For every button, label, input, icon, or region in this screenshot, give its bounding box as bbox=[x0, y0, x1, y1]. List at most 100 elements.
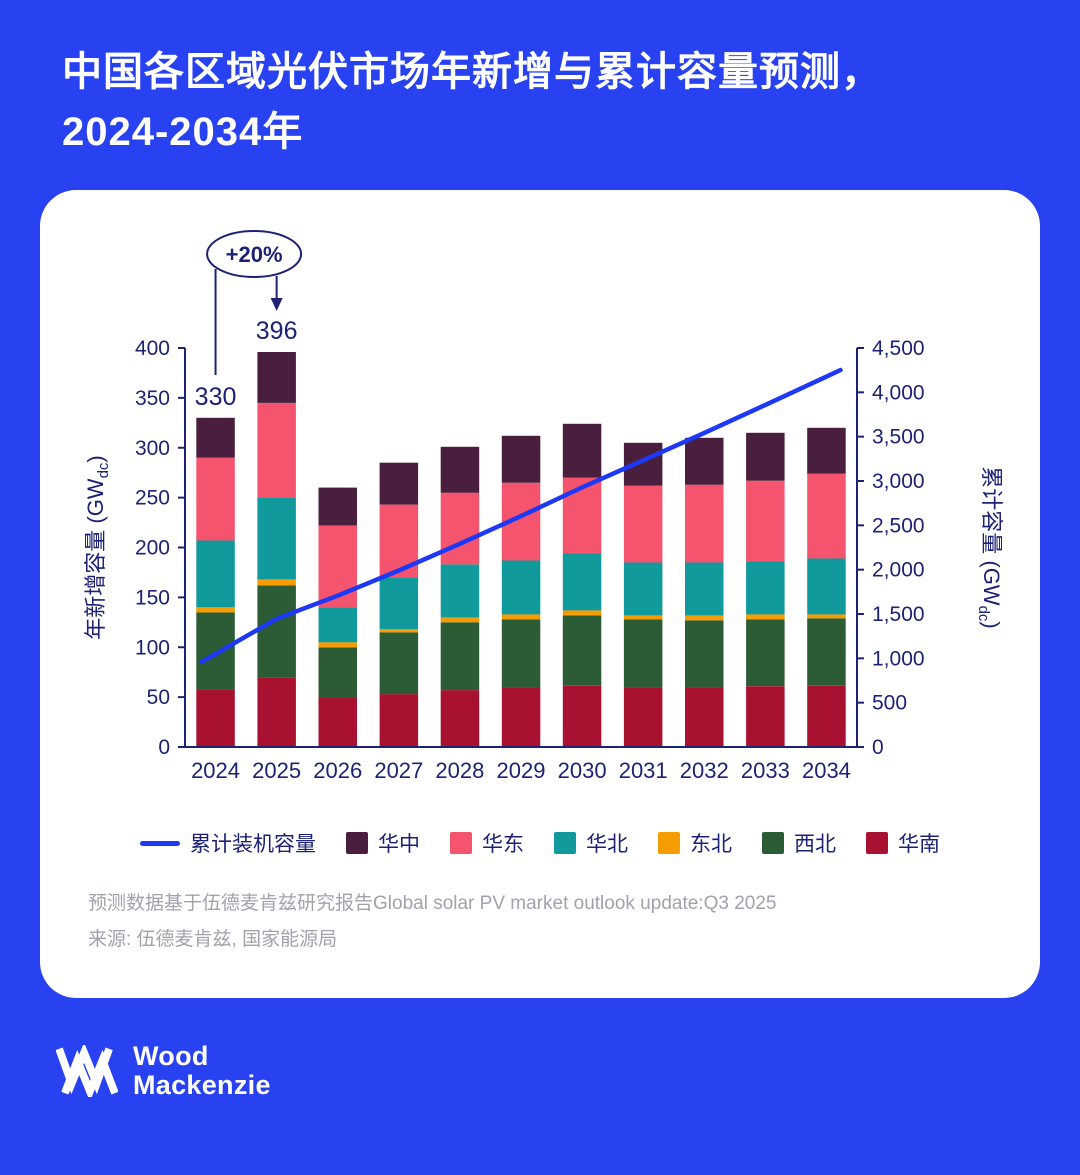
bar-segment bbox=[440, 690, 480, 747]
bar-segment bbox=[807, 614, 846, 619]
legend-item-cumulative: 累计装机容量 bbox=[140, 828, 316, 858]
bar-segment bbox=[196, 689, 235, 747]
x-tick-label: 2034 bbox=[802, 758, 851, 783]
bar-segment bbox=[685, 687, 724, 747]
bar-segment bbox=[562, 610, 602, 616]
x-tick-label: 2030 bbox=[558, 758, 607, 783]
x-tick-label: 2026 bbox=[313, 758, 362, 783]
left-tick-label: 350 bbox=[135, 387, 170, 410]
bar-segment bbox=[807, 473, 846, 559]
right-tick-label: 4,500 bbox=[872, 337, 925, 360]
bar-segment bbox=[746, 480, 785, 562]
bar-segment bbox=[623, 485, 663, 563]
chart-area: 0 50 100 150 200 250 300 350 400 0 500 1,000 1,500 2,… bbox=[40, 190, 1040, 828]
bar-segment bbox=[562, 553, 602, 611]
right-axis-title: 累计容量 (GWdc) bbox=[975, 466, 1004, 629]
legend-label-cumulative: 累计装机容量 bbox=[190, 833, 316, 856]
bar-total-label: 396 bbox=[256, 317, 298, 345]
bar-segment bbox=[501, 614, 541, 620]
bar-segment bbox=[257, 677, 296, 747]
bar-segment bbox=[562, 615, 602, 686]
bar-segment bbox=[562, 685, 602, 747]
bar-segment bbox=[746, 432, 785, 481]
bar-segment bbox=[807, 618, 846, 686]
bar-segment bbox=[807, 558, 846, 615]
bar-segment bbox=[623, 562, 663, 616]
bar-segment bbox=[196, 540, 235, 608]
left-tick-label: 0 bbox=[158, 736, 170, 759]
footnote-source: 来源: 伍德麦肯兹, 国家能源局 bbox=[88, 929, 338, 951]
legend-swatch-dongbei bbox=[658, 832, 680, 854]
legend-item-huadong: 华东 bbox=[450, 828, 524, 858]
left-tick-label: 50 bbox=[147, 686, 170, 709]
bar-segment bbox=[379, 462, 419, 505]
legend-label-huazhong: 华中 bbox=[378, 833, 420, 856]
bar-segment bbox=[379, 694, 419, 747]
legend-label-dongbei: 东北 bbox=[690, 833, 732, 856]
bar-segment bbox=[685, 562, 724, 616]
bar-segment bbox=[440, 446, 480, 493]
left-tick-label: 300 bbox=[135, 437, 170, 460]
chart-legend: 累计装机容量 华中 华东 华北 东北 西北 bbox=[40, 828, 1040, 858]
x-tick-label: 2025 bbox=[252, 758, 301, 783]
x-tick-label: 2032 bbox=[680, 758, 729, 783]
left-tick-label: 100 bbox=[135, 636, 170, 659]
bar-segment bbox=[196, 607, 235, 613]
legend-item-huabei: 华北 bbox=[554, 828, 628, 858]
bar-segment bbox=[501, 560, 541, 615]
legend-item-dongbei: 东北 bbox=[658, 828, 732, 858]
bar-segment bbox=[807, 685, 846, 747]
legend-item-huazhong: 华中 bbox=[346, 828, 420, 858]
bar-segment bbox=[501, 687, 541, 747]
right-tick-label: 4,000 bbox=[872, 381, 925, 404]
left-tick-label: 200 bbox=[135, 537, 170, 560]
bar-segment bbox=[379, 632, 419, 695]
pv-forecast-chart: 0 50 100 150 200 250 300 350 400 0 500 1,000 1,500 2,… bbox=[83, 230, 1004, 783]
right-tick-label: 3,500 bbox=[872, 426, 925, 449]
bar-segment bbox=[746, 614, 785, 620]
legend-swatch-huabei bbox=[554, 832, 576, 854]
left-tick-label: 400 bbox=[135, 337, 170, 360]
x-tick-label: 2024 bbox=[191, 758, 240, 783]
right-tick-label: 500 bbox=[872, 692, 907, 715]
x-tick-label: 2029 bbox=[497, 758, 546, 783]
x-tick-label: 2033 bbox=[741, 758, 790, 783]
legend-line-swatch bbox=[140, 840, 180, 846]
arrow-down-icon bbox=[270, 298, 283, 311]
right-tick-label: 2,000 bbox=[872, 559, 925, 582]
x-tick-label: 2028 bbox=[435, 758, 484, 783]
bar-segment bbox=[318, 642, 357, 648]
right-tick-label: 2,500 bbox=[872, 514, 925, 537]
bar-segment bbox=[623, 687, 663, 747]
bar-segment bbox=[257, 497, 296, 580]
bars-group bbox=[196, 352, 846, 747]
left-tick-label: 150 bbox=[135, 586, 170, 609]
woodmac-logo-mark bbox=[56, 1045, 118, 1098]
bar-segment bbox=[196, 612, 235, 690]
bar-segment bbox=[257, 352, 296, 403]
bar-segment bbox=[746, 619, 785, 687]
chart-card: 0 50 100 150 200 250 300 350 400 0 500 1,000 1,500 2,… bbox=[40, 190, 1040, 999]
axes bbox=[178, 347, 864, 748]
cumulative-capacity-line bbox=[199, 367, 843, 665]
bar-segment bbox=[440, 622, 480, 691]
bar-segment bbox=[257, 402, 296, 498]
legend-swatch-huadong bbox=[450, 832, 472, 854]
x-tick-label: 2027 bbox=[374, 758, 423, 783]
right-tick-label: 3,000 bbox=[872, 470, 925, 493]
bar-segment bbox=[501, 435, 541, 483]
page-title-line2: 2024-2034年 bbox=[62, 110, 304, 154]
bar-segment bbox=[318, 607, 357, 643]
annotation-text: +20% bbox=[226, 242, 283, 267]
legend-swatch-xibei bbox=[762, 832, 784, 854]
left-tick-label: 250 bbox=[135, 487, 170, 510]
bar-segment bbox=[685, 615, 724, 621]
footnotes: 预测数据基于伍德麦肯兹研究报告Global solar PV market ou… bbox=[40, 858, 1040, 958]
bar-segment bbox=[440, 492, 480, 565]
bar-segment bbox=[257, 579, 296, 586]
bar-segment bbox=[196, 457, 235, 541]
bar-segment bbox=[562, 477, 602, 554]
legend-label-huabei: 华北 bbox=[586, 833, 628, 856]
bar-segment bbox=[318, 487, 357, 526]
